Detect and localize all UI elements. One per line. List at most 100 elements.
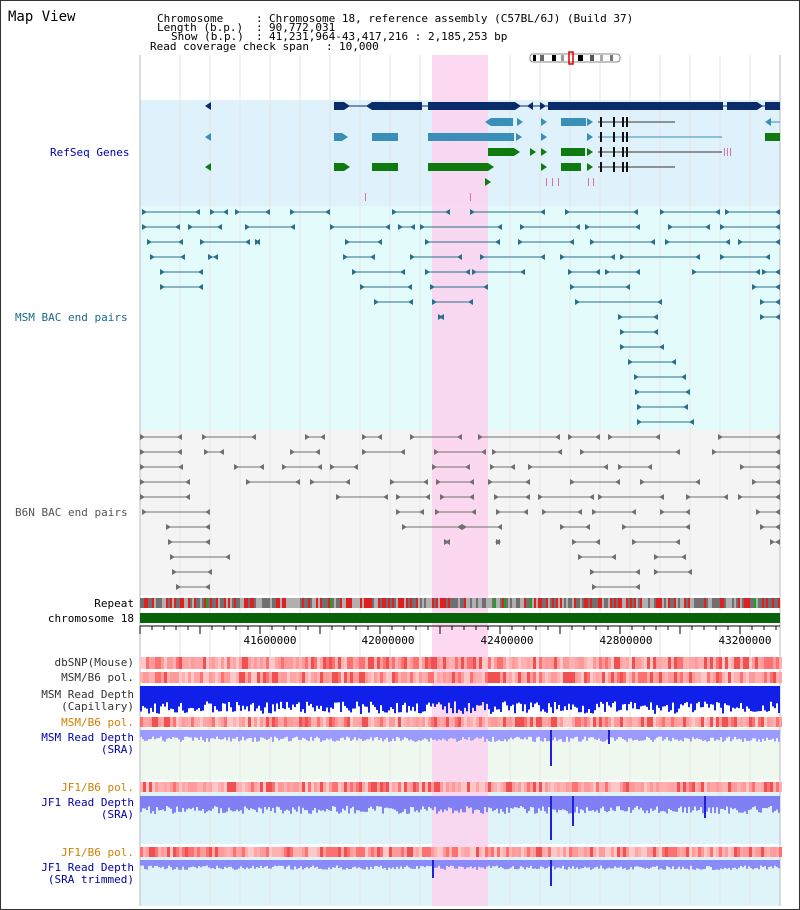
msm-b6-pol-segment [422,672,425,683]
dbsnp-segment [236,657,239,669]
msm-capillary-depth-bar [416,686,418,704]
jf1-sra-depth-bar [292,796,294,808]
bac-end-marker [775,224,780,230]
repeat-segment [738,598,740,608]
msm-b6-pol-segment [335,672,338,683]
dbsnp-segment [437,657,440,669]
msm-capillary-depth-bar [506,686,508,706]
bac-end-marker [635,224,640,230]
msm-b6-pol-segment [245,672,248,683]
dbsnp-segment [641,657,644,669]
jf1-b6-pol2-segment [551,847,554,857]
jf1-trim-depth-bar [524,860,526,870]
msm-b6-pol2-segment [509,717,512,727]
track-label-jf1-b6-pol-2[interactable]: JF1/B6 pol. [61,846,134,859]
track-label-msm-b6-pol-2[interactable]: MSM/B6 pol. [61,716,134,729]
bac-end-marker [168,539,173,545]
dbsnp-segment [239,657,242,669]
jf1-b6-pol2-segment [242,847,245,857]
jf1-sra-depth-bar [758,796,760,813]
dbsnp-segment [392,657,395,669]
track-label-jf1-b6-pol-1[interactable]: JF1/B6 pol. [61,781,134,794]
msm-b6-pol2-segment [548,717,551,727]
msm-b6-pol2-segment [476,717,479,727]
msm-sra-depth-bar [702,730,704,741]
track-label-chromosome[interactable]: chromosome 18 [47,612,134,625]
dbsnp-segment [329,657,332,669]
track-label-jf1-depth-trim-1[interactable]: JF1 Read Depth [41,861,134,874]
msm-sra-depth-bar [502,730,504,742]
dbsnp-segment [746,657,749,669]
bac-end-marker [752,284,757,290]
bac-end-marker [560,254,565,260]
msm-capillary-depth-bar [680,686,682,705]
repeat-segment [688,598,690,608]
repeat-segment [218,598,220,608]
jf1-b6-pol-segment [407,782,410,792]
jf1-b6-pol-segment [248,782,251,792]
jf1-trim-depth-bar [354,860,356,867]
repeat-segment [748,598,750,608]
msm-capillary-depth-bar [208,686,210,704]
jf1-sra-depth-bar [674,796,676,812]
jf1-b6-pol2-segment [380,847,383,857]
jf1-b6-pol-segment [623,782,626,792]
dbsnp-segment [386,657,389,669]
msm-capillary-depth-bar [588,686,590,710]
msm-sra-depth-bar [334,730,336,742]
jf1-b6-pol-segment [626,782,629,792]
jf1-sra-depth-bar [760,796,762,813]
jf1-sra-depth-bar [200,796,202,811]
msm-capillary-depth-bar [536,686,538,703]
jf1-sra-depth-bar [542,796,544,807]
gene-exon [622,132,624,142]
msm-capillary-depth-bar [298,686,300,703]
track-label-b6n-bac[interactable]: B6N BAC end pairs [15,506,128,519]
msm-b6-pol-segment [746,672,749,683]
msm-capillary-depth-bar [634,686,636,703]
bac-end-marker [440,494,445,500]
jf1-sra-depth-bar [484,796,486,808]
track-label-repeat[interactable]: Repeat [94,597,134,610]
track-label-msm-bac[interactable]: MSM BAC end pairs [15,311,128,324]
jf1-b6-pol2-segment [488,847,491,857]
jf1-b6-pol-segment [305,782,308,792]
track-label-msm-b6-pol-1[interactable]: MSM/B6 pol. [61,671,134,684]
msm-b6-pol-segment [146,672,149,683]
bac-end-marker [775,539,780,545]
jf1-sra-depth-bar [266,796,268,810]
bac-end-marker [177,434,182,440]
msm-sra-depth-bar [614,730,616,741]
msm-capillary-depth-bar [494,686,496,707]
msm-sra-depth-bar [630,730,632,739]
track-label-refseq[interactable]: RefSeq Genes [50,146,130,159]
repeat-segment [434,598,436,608]
jf1-b6-pol2-segment [548,847,551,857]
msm-sra-depth-bar [778,730,780,742]
msm-capillary-depth-bar [362,686,364,705]
repeat-segment [712,598,714,608]
msm-sra-depth-bar [360,730,362,739]
msm-capillary-depth-bar [466,686,468,712]
bac-end-marker [198,269,203,275]
msm-capillary-depth-bar [446,686,448,714]
track-label-msm-depth-cap-1[interactable]: MSM Read Depth [41,688,134,701]
track-label-msm-depth-sra-1[interactable]: MSM Read Depth [41,731,134,744]
dbsnp-segment [764,657,767,669]
msm-capillary-depth-bar [620,686,622,710]
jf1-sra-depth-bar [288,796,290,811]
msm-b6-pol2-segment [221,717,224,727]
jf1-trim-depth-bar [338,860,340,869]
jf1-trim-depth-bar [726,860,728,869]
msm-capillary-depth-bar [774,686,776,709]
msm-b6-pol2-segment [692,717,695,727]
track-label-dbsnp[interactable]: dbSNP(Mouse) [54,656,134,669]
dbsnp-segment [524,657,527,669]
jf1-b6-pol2-segment [392,847,395,857]
jf1-b6-pol2-segment [359,847,362,857]
jf1-trim-depth-bar [310,860,312,867]
track-label-jf1-depth-sra-1[interactable]: JF1 Read Depth [41,796,134,809]
bac-end-marker [177,449,182,455]
jf1-b6-pol2-segment [665,847,668,857]
